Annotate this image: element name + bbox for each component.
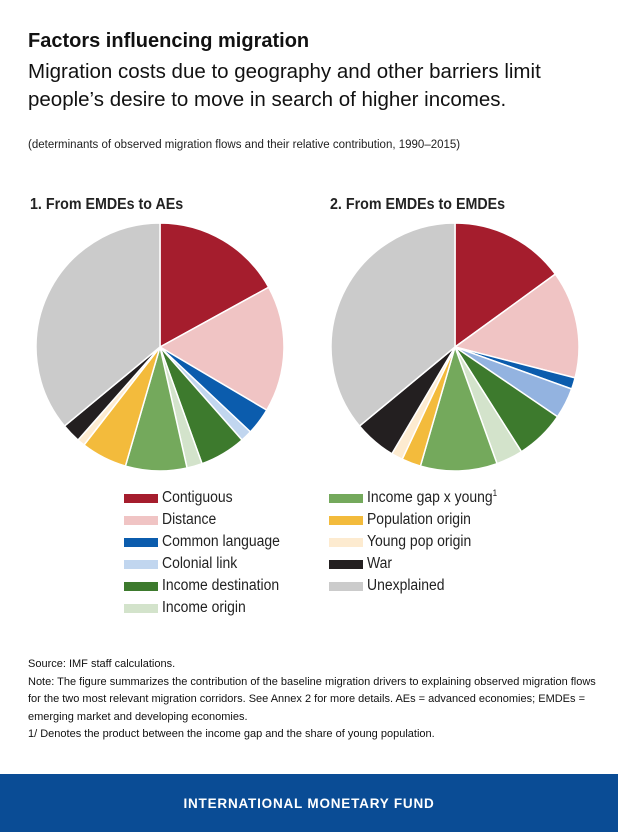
legend-item-income-destination: Income destination: [124, 575, 292, 597]
pie2-slice-income-gap-x-young: [419, 346, 498, 472]
legend-label: Contiguous: [162, 489, 233, 506]
pie2-slice-unexplained: [330, 222, 456, 427]
legend-item-contiguous: Contiguous: [124, 487, 240, 509]
chart-units-note: (determinants of observed migration flow…: [28, 139, 461, 151]
legend-label: Common language: [162, 533, 280, 550]
pie-chart-emdes-to-emdes: [330, 222, 580, 472]
legend-item-distance: Distance: [124, 509, 222, 531]
legend-item-population-origin: Population origin: [329, 509, 482, 531]
legend-label: Unexplained: [367, 577, 445, 594]
legend-footnote-marker: 1: [492, 488, 498, 499]
legend-swatch: [329, 559, 363, 569]
legend-swatch: [124, 559, 158, 569]
legend-item-colonial-link: Colonial link: [124, 553, 246, 575]
pie-title-emdes-to-aes: 1. From EMDEs to AEs: [30, 196, 184, 213]
pie1-slice-contiguous: [159, 222, 270, 348]
notes-section: Source: IMF staff calculations. Note: Th…: [28, 656, 598, 744]
pie1-slice-distance: [159, 286, 285, 411]
legend-item-unexplained: Unexplained: [329, 575, 453, 597]
legend-label: Population origin: [367, 511, 471, 528]
legend-label: Distance: [162, 511, 217, 528]
legend-swatch: [124, 537, 158, 547]
pie-title-emdes-to-emdes: 2. From EMDEs to EMDEs: [330, 196, 506, 213]
legend-item-income-gap-x-young: Income gap x young1: [329, 487, 512, 509]
legend-item-common-language: Common language: [124, 531, 293, 553]
legend-label: Colonial link: [162, 555, 238, 572]
legend-swatch: [124, 603, 158, 613]
legend-label: Income gap x young1: [367, 488, 498, 507]
pie-chart-emdes-to-aes: [35, 222, 285, 472]
methodology-note: Note: The figure summarizes the contribu…: [28, 675, 596, 723]
footer-label: INTERNATIONAL MONETARY FUND: [183, 795, 435, 811]
chart-subtitle: Migration costs due to geography and oth…: [28, 60, 541, 111]
legend-item-young-pop-origin: Young pop origin: [329, 531, 483, 553]
legend-swatch: [329, 515, 363, 525]
pie1-slice-unexplained: [35, 222, 161, 427]
legend-swatch: [124, 515, 158, 525]
legend-swatch: [329, 537, 363, 547]
legend-label: Income origin: [162, 599, 246, 616]
legend-item-income-origin: Income origin: [124, 597, 255, 619]
legend-label: Young pop origin: [367, 533, 472, 550]
legend-item-war: War: [329, 553, 395, 575]
footer-banner: INTERNATIONAL MONETARY FUND: [0, 774, 618, 832]
legend-swatch: [329, 493, 363, 503]
legend-label: War: [367, 555, 393, 572]
legend-swatch: [124, 581, 158, 591]
source-note: Source: IMF staff calculations.: [28, 658, 176, 670]
legend-swatch: [124, 493, 158, 503]
chart-title: Factors influencing migration: [28, 30, 310, 52]
pie2-slice-distance: [454, 273, 580, 379]
legend-label: Income destination: [162, 577, 280, 594]
footnote: 1/ Denotes the product between the incom…: [28, 728, 435, 740]
pie2-slice-contiguous: [454, 222, 557, 348]
legend-swatch: [329, 581, 363, 591]
